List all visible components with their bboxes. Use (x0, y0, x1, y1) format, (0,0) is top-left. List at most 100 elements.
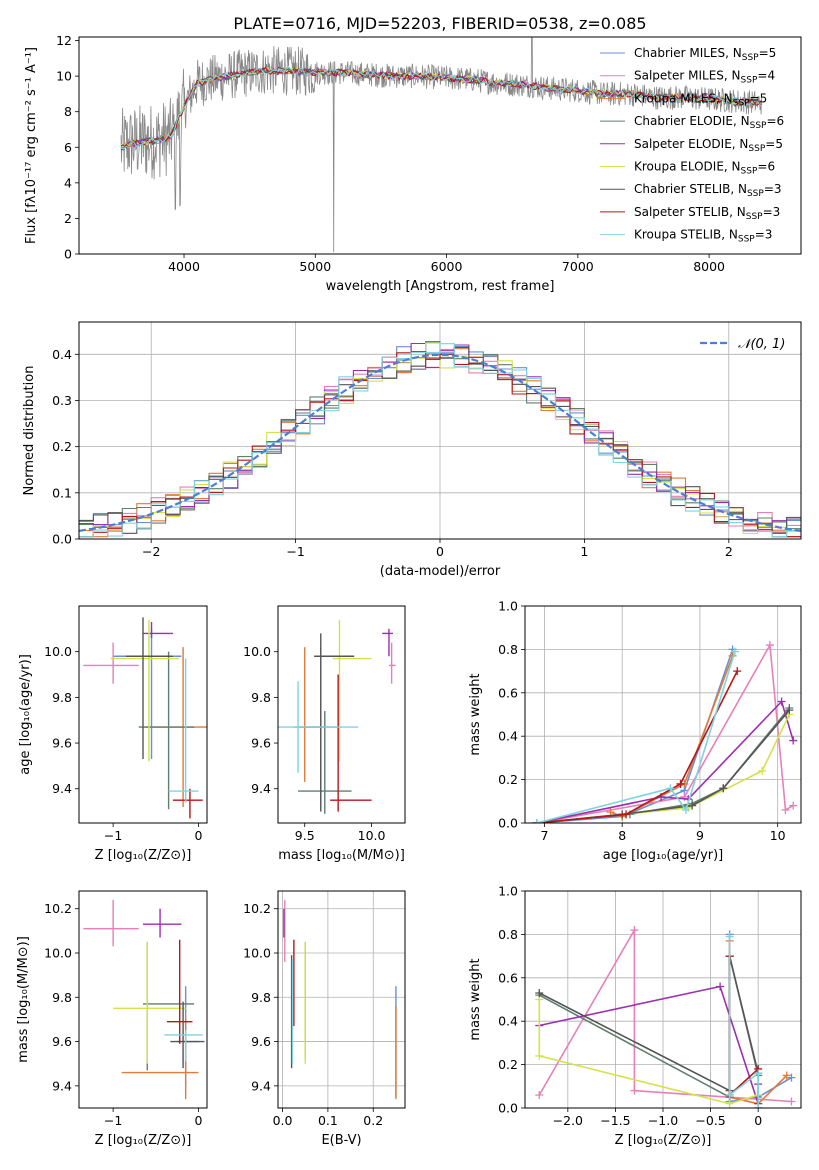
x-tick-label: 0.0 (273, 1113, 293, 1128)
plot-content (283, 899, 397, 1100)
marker (666, 784, 675, 793)
y-tick-label: 9.4 (251, 781, 271, 796)
legend-value: =4 (757, 69, 775, 83)
x-tick-label: 1 (580, 544, 588, 559)
y-tick-label: 0.4 (52, 347, 72, 362)
errorbar-point (314, 633, 355, 812)
x-tick-label: −2.0 (553, 1113, 583, 1128)
marker (535, 1051, 544, 1060)
marker (622, 810, 631, 819)
legend-value: =5 (765, 137, 783, 151)
mass-weight-series (728, 956, 760, 1108)
y-tick-label: 10.0 (44, 644, 72, 659)
y-tick-label: 10.0 (243, 644, 271, 659)
legend-value: =3 (764, 182, 782, 196)
marker (733, 667, 742, 676)
x-tick-label: −1 (104, 1113, 122, 1128)
y-tick-label: 4 (64, 175, 72, 190)
y-axis-label: age [log₁₀(age/yr)] (18, 654, 33, 775)
x-axis-label: wavelength [Angstrom, rest frame] (326, 279, 555, 294)
mass-weight-series (536, 714, 791, 823)
axes-frame (78, 36, 802, 255)
axes-frame (78, 890, 208, 1109)
errorbar-point (164, 1030, 203, 1062)
errorbar-point (125, 617, 173, 760)
marker (754, 1069, 763, 1078)
gaussian-legend-label: 𝒩(0, 1) (738, 337, 785, 352)
marker (681, 805, 690, 814)
x-axis-label: Z [log₁₀(Z/Z⊙)] (95, 1133, 192, 1148)
marker (789, 801, 798, 810)
plot-residuals: −2 −1 0 1 2 0.0 0.1 0.2 0.3 0.4 (data-model)/error… (22, 321, 802, 579)
errorbar-point (110, 619, 179, 762)
x-axis-label: Z [log₁₀(Z/Z⊙)] (615, 1133, 712, 1148)
plot-content (83, 617, 207, 819)
y-axis-label: mass weight (468, 673, 483, 755)
axes-frame (78, 605, 208, 824)
legend-entry: Salpeter STELIB, NSSP=3 (634, 205, 780, 222)
mass-weight-series (536, 707, 790, 823)
x-tick-label: 0 (754, 1113, 762, 1128)
plot-mass-vs-Z: −1 0 9.4 9.6 9.8 10.0 10.2 Z [log₁₀(Z/Z⊙)] mass … (16, 890, 208, 1148)
marker (754, 1104, 763, 1108)
mass-weight-series (538, 999, 759, 1105)
legend-subscript: SSP (746, 212, 763, 222)
legend-value: =6 (766, 114, 784, 128)
x-axis-label: (data-model)/error (380, 564, 501, 579)
y-tick-label: 10.0 (243, 946, 271, 961)
marker (719, 784, 728, 793)
spectrum-legend: Chabrier MILES, NSSP=5 Salpeter MILES, NS… (600, 46, 784, 245)
marker (630, 1086, 639, 1095)
x-tick-label: 9.5 (295, 828, 315, 843)
axes-frame (524, 890, 802, 1109)
x-tick-label: 0 (194, 828, 202, 843)
y-tick-label: 0.6 (498, 970, 518, 985)
y-tick-label: 9.4 (251, 1078, 271, 1093)
marker (676, 779, 685, 788)
errorbar-point (83, 899, 139, 947)
legend-subscript: SSP (741, 76, 758, 86)
plot-content (535, 926, 796, 1108)
errorbar-point (121, 1017, 199, 1100)
figure-title: PLATE=0716, MJD=52203, FIBERID=0538, z=0… (233, 14, 646, 33)
x-tick-label: 9 (696, 828, 704, 843)
errorbar-point (388, 642, 396, 684)
legend-subscript: SSP (742, 53, 759, 63)
legend-subscript: SSP (733, 98, 750, 108)
x-tick-label: 0 (436, 544, 444, 559)
errorbar-point (143, 908, 182, 938)
y-tick-label: 9.4 (52, 1078, 72, 1093)
mass-weight-series (536, 699, 794, 823)
histogram-series (79, 343, 801, 538)
errorbar-point (83, 642, 139, 684)
errorbar-point (330, 674, 372, 812)
y-tick-label: 9.8 (251, 990, 271, 1005)
y-tick-label: 0.8 (498, 642, 518, 657)
errorbar-point (298, 711, 352, 814)
errorbar-point (113, 628, 182, 760)
x-axis-label: Z [log₁₀(Z/Z⊙)] (95, 848, 192, 863)
errorbar-point (138, 651, 195, 810)
legend-entry: Kroupa ELODIE, NSSP=6 (634, 160, 775, 177)
plot-age-vs-mass: 9.5 10.0 9.4 9.6 9.8 10.0 mass [log₁₀(M/M⊙)] (243, 605, 406, 863)
y-tick-label: 9.6 (52, 1034, 72, 1049)
marker (758, 766, 767, 775)
y-tick-label: 9.8 (52, 990, 72, 1005)
mass-weight-series (538, 955, 759, 1092)
mass-weight-series (536, 651, 736, 823)
y-tick-label: 9.4 (52, 781, 72, 796)
x-tick-label: −1.5 (600, 1113, 630, 1128)
plot-mass-vs-EBV: 0.0 0.1 0.2 9.4 9.6 9.8 10.0 10.2 E(B-V) (243, 890, 406, 1148)
spectrum-model-line (120, 67, 762, 150)
mass-weight-series (539, 985, 760, 1104)
plot-content (278, 619, 396, 814)
x-tick-label: 2 (725, 544, 733, 559)
marker (725, 1099, 734, 1108)
legend-entry: Chabrier ELODIE, NSSP=6 (634, 114, 784, 131)
marker (787, 1097, 796, 1106)
marker (535, 1090, 544, 1099)
x-tick-label: −0.5 (695, 1113, 725, 1128)
marker (789, 736, 798, 745)
spectrum-model-line (120, 66, 763, 148)
